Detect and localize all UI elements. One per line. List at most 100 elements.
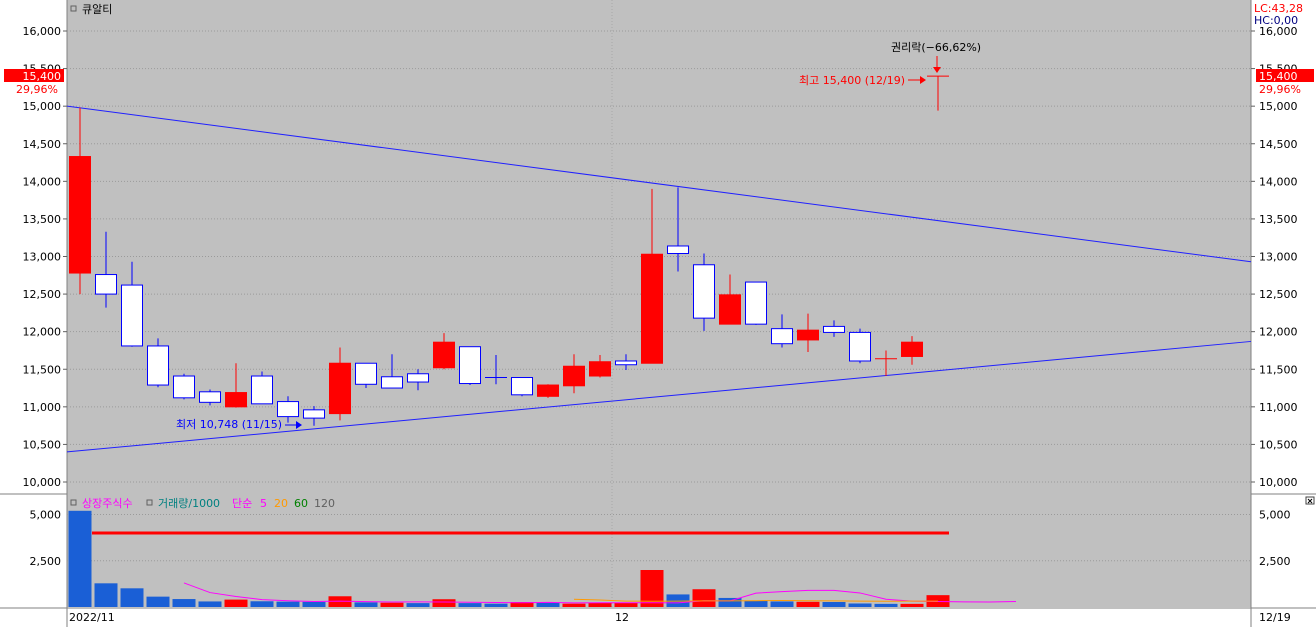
candle-body <box>251 375 273 405</box>
candle-body <box>303 409 325 419</box>
trendline <box>66 340 1252 453</box>
volume-bar <box>770 601 794 607</box>
volume-bar <box>796 601 820 607</box>
volume-bar <box>536 602 560 607</box>
y-tick-label-left: 15,000 <box>23 100 62 113</box>
volume-bar <box>900 603 924 607</box>
y-tick-label-right: 12,000 <box>1259 326 1298 339</box>
volume-bar <box>354 602 378 607</box>
y-tick-label-left: 12,000 <box>23 326 62 339</box>
y-tick-label-left: 12,500 <box>23 288 62 301</box>
candle-body <box>589 361 611 377</box>
candle-body <box>511 377 533 396</box>
candle-body <box>225 392 247 408</box>
y-tick-label-left: 16,000 <box>23 25 62 38</box>
candle-body <box>355 362 377 385</box>
volume-bar <box>614 602 638 607</box>
candle-body <box>95 274 117 295</box>
volume-bar <box>458 603 482 607</box>
candle-body <box>433 341 455 369</box>
volume-tick-label-left: 5,000 <box>30 509 62 522</box>
event-label: 권리락(−66,62%) <box>891 41 981 54</box>
high-arrowhead <box>920 76 926 84</box>
legend-ma5: 5 <box>260 497 267 510</box>
volume-bar <box>510 602 534 607</box>
right-price-badge-label: 15,400 <box>1259 70 1298 83</box>
candle-body <box>797 329 819 341</box>
y-tick-label-left: 10,500 <box>23 438 62 451</box>
volume-bar <box>172 599 196 607</box>
volume-bar <box>822 602 846 607</box>
left-change-label: 29,96% <box>16 83 58 96</box>
candle-body <box>69 156 91 274</box>
y-tick-label-right: 11,000 <box>1259 401 1298 414</box>
event-arrowhead <box>933 67 941 73</box>
candle-body <box>147 345 169 386</box>
y-tick-label-left: 14,500 <box>23 138 62 151</box>
candle-body <box>381 376 403 389</box>
volume-tick-label-left: 2,500 <box>30 555 62 568</box>
volume-bar <box>874 603 898 607</box>
trendline <box>66 105 1252 263</box>
y-tick-label-right: 12,500 <box>1259 288 1298 301</box>
panel-close-cross <box>1307 498 1313 504</box>
y-axis-right: 16,00015,50015,00014,50014,00013,50013,0… <box>1251 25 1298 489</box>
left-price-badge-label: 15,400 <box>23 70 62 83</box>
volume-tick-label-right: 5,000 <box>1259 509 1291 522</box>
candle-body <box>849 331 871 362</box>
y-tick-label-left: 11,000 <box>23 401 62 414</box>
y-tick-label-left: 11,500 <box>23 363 62 376</box>
low-label: 최저 10,748 (11/15) <box>176 418 282 431</box>
volume-bar <box>432 599 456 607</box>
x-label-right: 12/19 <box>1259 611 1291 624</box>
volume-bar <box>120 588 144 607</box>
y-tick-label-left: 13,500 <box>23 213 62 226</box>
volume-bar <box>640 570 664 607</box>
legend-ma-prefix: 단순 <box>232 497 252 510</box>
volume-bar <box>380 602 404 607</box>
y-tick-label-left: 13,000 <box>23 251 62 264</box>
volume-bar <box>406 603 430 607</box>
right-price-badge <box>1256 69 1314 82</box>
moving-averages <box>183 582 1017 604</box>
volume-bar <box>848 603 872 607</box>
x-label-left: 2022/11 <box>69 611 115 624</box>
y-tick-label-right: 15,000 <box>1259 100 1298 113</box>
candle-body <box>667 245 689 254</box>
volume-bar <box>198 601 222 607</box>
price-panel-bg <box>67 0 1251 493</box>
hc-label: HC:0,00 <box>1254 14 1298 27</box>
y-tick-label-left: 14,000 <box>23 175 62 188</box>
title-box-icon[interactable] <box>70 5 77 12</box>
y-tick-label-right: 13,500 <box>1259 213 1298 226</box>
low-arrowhead <box>296 421 302 429</box>
legend-volume: 거래량/1000 <box>158 497 220 510</box>
y-tick-label-right: 14,000 <box>1259 175 1298 188</box>
volume-bar <box>68 510 92 607</box>
candle-body <box>641 253 663 364</box>
volume-bar <box>146 596 170 607</box>
candle-body <box>693 264 715 319</box>
y-tick-label-right: 14,500 <box>1259 138 1298 151</box>
y-tick-label-right: 16,000 <box>1259 25 1298 38</box>
trendlines <box>66 105 1252 453</box>
volume-bar <box>328 596 352 607</box>
volume-bar <box>302 601 326 607</box>
ma5-line <box>183 582 1017 604</box>
candle-body <box>719 294 741 325</box>
candle-body <box>615 360 637 366</box>
x-label-mid: 12 <box>615 611 629 624</box>
legend-ma120: 120 <box>314 497 335 510</box>
y-tick-label-left: 10,000 <box>23 476 62 489</box>
volume-bar <box>692 589 716 607</box>
candle-body <box>537 384 559 397</box>
legend-ma20: 20 <box>274 497 288 510</box>
volume-bar <box>224 599 248 607</box>
volume-bar <box>744 600 768 607</box>
volume-bar <box>484 603 508 607</box>
volume-bar <box>718 597 742 607</box>
y-tick-label-right: 13,000 <box>1259 251 1298 264</box>
volume-legend-box-icon[interactable] <box>70 499 77 506</box>
volume-legend-box-icon-2[interactable] <box>146 499 153 506</box>
